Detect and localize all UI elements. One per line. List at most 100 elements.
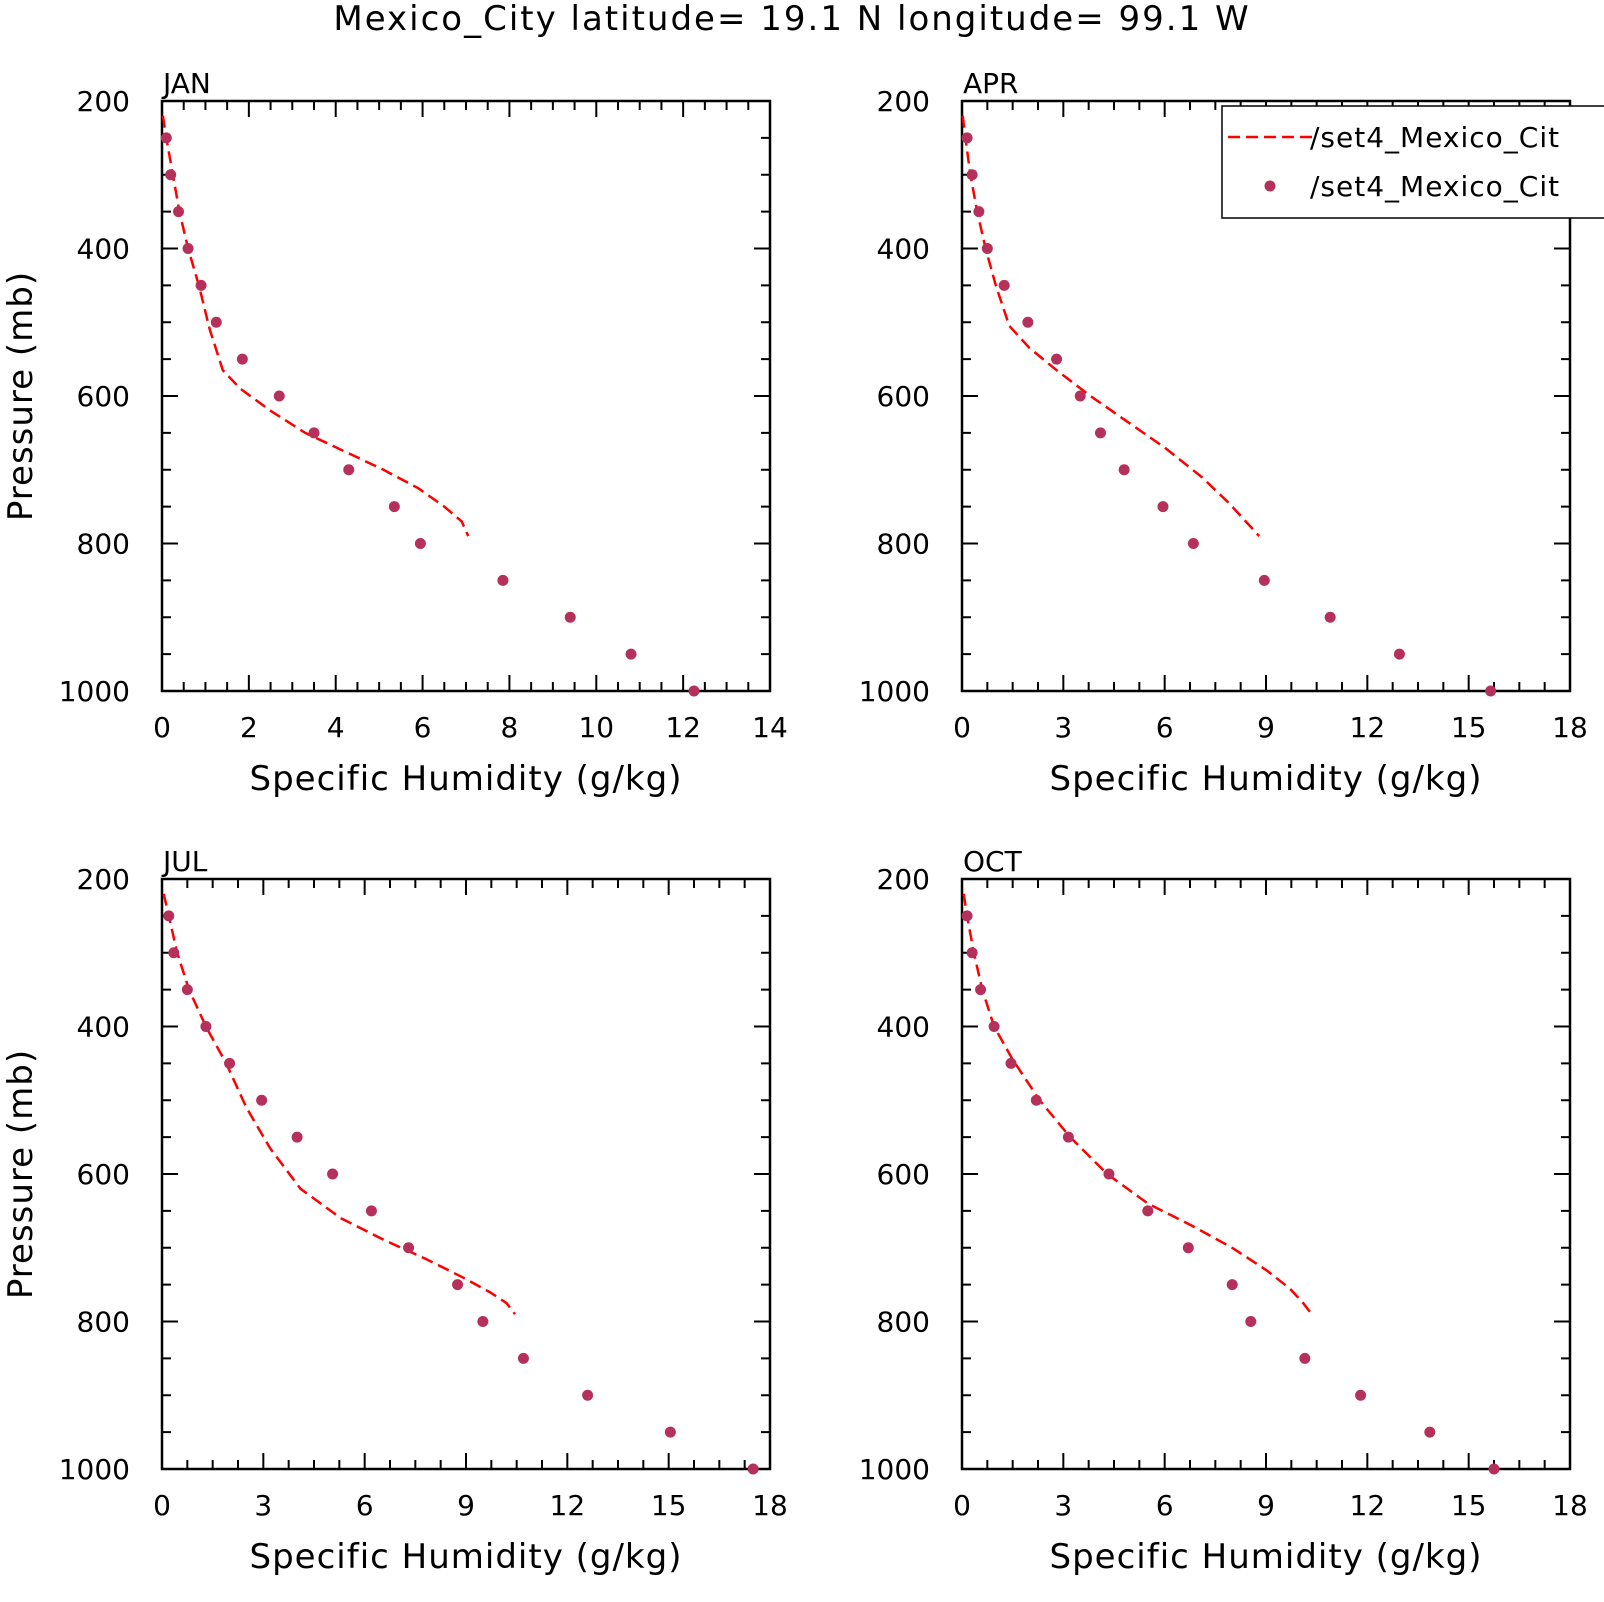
y-tick-label: 400 [77,1011,130,1044]
observation-point [343,464,355,476]
observation-point [747,1463,759,1475]
panel-label: APR [963,67,1019,100]
observation-point [625,648,637,660]
x-tick-label: 18 [1552,711,1588,744]
observation-point [1488,1463,1500,1475]
observation-point [327,1168,339,1180]
model-dashed-line [161,115,470,537]
observation-point [210,316,222,328]
observation-point [452,1279,464,1291]
observation-point [1118,464,1130,476]
y-axis-title: Pressure (mb) [1,271,41,521]
observation-point [961,132,973,144]
legend: /set4_Mexico_Cit/set4_Mexico_Cit [1221,105,1604,219]
y-axis-title: Pressure (mb) [1,1049,41,1299]
observation-point [1258,574,1270,586]
observation-point [168,947,180,959]
y-tick-label: 200 [77,863,130,896]
observation-point [273,390,285,402]
observation-point [414,538,426,549]
y-tick-label: 400 [877,233,930,266]
x-tick-label: 4 [327,711,345,744]
observation-point [200,1021,212,1032]
y-tick-label: 1000 [859,1453,930,1486]
observation-point [224,1057,236,1069]
x-axis-title: Specific Humidity (g/kg) [1050,759,1483,799]
x-tick-label: 6 [414,711,432,744]
x-tick-label: 12 [1350,711,1386,744]
legend-swatch-dot [1264,180,1276,192]
observation-point [1142,1205,1154,1217]
observation-point [1157,501,1169,513]
y-tick-label: 600 [77,1158,130,1191]
observation-point [1005,1057,1017,1069]
panel-label: JUL [161,845,208,878]
y-tick-label: 800 [877,528,930,561]
observation-point [564,611,576,623]
observation-point [981,243,993,254]
x-tick-label: 15 [1451,711,1487,744]
x-tick-label: 3 [1054,1489,1072,1522]
x-axis-title: Specific Humidity (g/kg) [250,1537,683,1577]
observation-point [1062,1131,1074,1143]
observation-point [1030,1094,1042,1106]
x-tick-label: 0 [153,711,171,744]
observation-point [308,427,320,439]
x-tick-label: 3 [254,1489,272,1522]
chart-panel-jul: JUL 0 3 6 9 12 15 18 200 400 600 800 1000 Specific Hu… [1,845,788,1577]
x-tick-label: 3 [1054,711,1072,744]
observation-point [1245,1316,1257,1327]
y-tick-label: 1000 [859,675,930,708]
x-tick-label: 0 [953,711,971,744]
x-tick-label: 0 [153,1489,171,1522]
observation-point [1324,611,1336,623]
y-tick-label: 800 [77,528,130,561]
panel-label: OCT [963,845,1023,878]
y-tick-label: 200 [877,85,930,118]
observation-point [1424,1426,1436,1438]
observation-point [1074,390,1086,402]
plot-frame [960,877,1572,1471]
y-tick-label: 600 [877,1158,930,1191]
x-tick-label: 2 [240,711,258,744]
observation-point [973,206,985,218]
observation-point [163,910,175,922]
x-tick-label: 6 [1156,1489,1174,1522]
observation-point [181,984,193,996]
observation-point [961,910,973,922]
observation-point [182,243,194,254]
observation-point [365,1205,377,1217]
x-tick-label: 15 [651,1489,687,1522]
x-tick-label: 15 [1451,1489,1487,1522]
legend-box [1221,105,1604,219]
observation-point [966,947,978,959]
x-tick-label: 14 [752,711,788,744]
y-tick-label: 400 [877,1011,930,1044]
x-tick-label: 9 [1257,711,1275,744]
x-tick-label: 9 [457,1489,475,1522]
x-tick-label: 12 [1350,1489,1386,1522]
observation-point [160,132,172,144]
y-tick-label: 600 [77,380,130,413]
x-tick-label: 18 [752,1489,788,1522]
observation-point [173,206,185,218]
observation-point [975,984,987,996]
y-tick-label: 1000 [59,1453,130,1486]
observation-point [165,169,177,181]
y-tick-label: 800 [77,1306,130,1339]
y-tick-label: 1000 [59,675,130,708]
x-tick-label: 0 [953,1489,971,1522]
x-axis-title: Specific Humidity (g/kg) [250,759,683,799]
observation-point [291,1131,303,1143]
y-tick-label: 800 [877,1306,930,1339]
observation-point [1226,1279,1238,1291]
figure-title: Mexico_City latitude= 19.1 N longitude= … [333,0,1250,39]
observation-point [1103,1168,1115,1180]
observation-point [388,501,400,513]
observation-point [497,574,509,586]
legend-label: /set4_Mexico_Cit [1310,121,1560,154]
x-tick-label: 10 [578,711,614,744]
plot-frame [160,99,772,693]
y-tick-label: 400 [77,233,130,266]
